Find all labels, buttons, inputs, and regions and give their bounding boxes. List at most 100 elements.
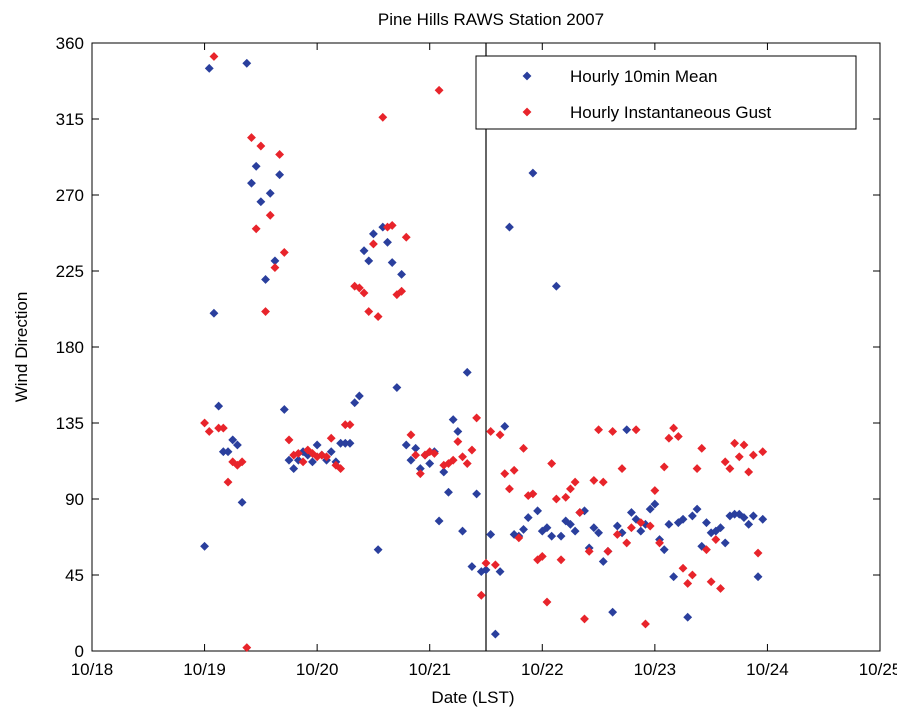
mean-point bbox=[547, 531, 557, 541]
mean-point bbox=[472, 489, 482, 499]
gust-point bbox=[429, 448, 439, 458]
mean-point bbox=[223, 447, 233, 457]
x-tick-label: 10/23 bbox=[634, 660, 677, 679]
mean-point bbox=[612, 521, 622, 531]
mean-point bbox=[458, 526, 467, 536]
gust-point bbox=[345, 420, 355, 430]
x-axis: 10/18 10/19 10/20 10/21 10/22 10/23 10/24 10/25 bbox=[71, 43, 897, 679]
gust-point bbox=[641, 619, 650, 629]
gust-point bbox=[458, 452, 467, 462]
gust-point bbox=[322, 452, 331, 462]
gust-point bbox=[551, 494, 561, 504]
legend-label-mean: Hourly 10min Mean bbox=[570, 67, 717, 86]
gust-point bbox=[528, 489, 538, 499]
gust-point bbox=[462, 459, 472, 468]
x-tick-label: 10/18 bbox=[71, 660, 114, 679]
mean-point bbox=[247, 178, 256, 188]
mean-point bbox=[462, 367, 472, 377]
gust-point bbox=[364, 307, 374, 316]
mean-point bbox=[683, 612, 693, 622]
mean-point bbox=[687, 511, 697, 521]
mean-point bbox=[467, 562, 477, 571]
gust-point bbox=[218, 423, 228, 433]
gust-point bbox=[209, 52, 219, 61]
mean-point bbox=[284, 455, 294, 465]
mean-point bbox=[425, 459, 435, 468]
gust-point bbox=[519, 443, 528, 453]
mean-point bbox=[232, 440, 242, 450]
gust-point bbox=[659, 462, 669, 472]
x-tick-label: 10/21 bbox=[408, 660, 451, 679]
gust-point bbox=[570, 477, 580, 487]
gust-point bbox=[706, 577, 716, 587]
gust-point bbox=[453, 437, 463, 447]
x-tick-label: 10/25 bbox=[859, 660, 897, 679]
gust-point bbox=[490, 560, 500, 570]
gust-point bbox=[589, 475, 599, 485]
mean-point bbox=[237, 497, 247, 507]
gust-point bbox=[505, 484, 514, 494]
mean-point bbox=[716, 523, 725, 533]
y-tick-label: 45 bbox=[65, 566, 84, 585]
mean-point bbox=[200, 541, 209, 551]
mean-point bbox=[533, 506, 543, 516]
gust-point bbox=[650, 486, 660, 495]
mean-point bbox=[444, 487, 453, 497]
mean-point bbox=[500, 421, 510, 431]
mean-point bbox=[261, 275, 270, 284]
mean-point bbox=[645, 504, 655, 514]
mean-point bbox=[214, 401, 224, 411]
legend-diamond-gust bbox=[522, 107, 532, 117]
mean-point bbox=[753, 572, 763, 582]
mean-point bbox=[566, 519, 575, 529]
gust-point bbox=[279, 247, 289, 257]
gust-point bbox=[261, 307, 270, 316]
x-tick-label: 10/20 bbox=[296, 660, 339, 679]
mean-point bbox=[265, 188, 275, 198]
gust-point bbox=[716, 584, 725, 593]
gust-point bbox=[734, 452, 744, 462]
mean-point bbox=[692, 504, 702, 514]
mean-point bbox=[275, 170, 285, 180]
gust-point bbox=[298, 457, 308, 467]
gust-point bbox=[598, 477, 608, 487]
gust-point bbox=[256, 141, 266, 151]
mean-point bbox=[669, 572, 679, 582]
gust-point bbox=[603, 546, 613, 556]
gust-point bbox=[542, 597, 552, 607]
mean-point bbox=[739, 513, 749, 523]
mean-point bbox=[678, 514, 688, 524]
gust-point bbox=[537, 551, 547, 561]
legend-box bbox=[475, 55, 857, 130]
mean-point bbox=[251, 161, 261, 171]
gust-point bbox=[547, 459, 557, 468]
mean-point bbox=[542, 523, 552, 533]
mean-point bbox=[622, 425, 632, 435]
mean-point bbox=[505, 222, 514, 232]
gust-point bbox=[678, 563, 688, 573]
gust-point bbox=[481, 558, 491, 568]
mean-point bbox=[369, 229, 378, 239]
mean-point bbox=[326, 447, 336, 457]
mean-point bbox=[626, 508, 636, 517]
gust-point bbox=[730, 438, 740, 448]
legend-diamond-mean bbox=[522, 71, 532, 81]
gust-point bbox=[580, 614, 589, 624]
mean-point bbox=[439, 467, 449, 477]
gust-point bbox=[645, 521, 655, 531]
gust-point bbox=[200, 418, 209, 428]
gust-point bbox=[369, 239, 378, 249]
mean-point bbox=[354, 391, 364, 401]
gust-point bbox=[683, 579, 693, 588]
chart-title: Pine Hills RAWS Station 2007 bbox=[378, 10, 604, 29]
mean-point bbox=[481, 565, 491, 575]
gust-point bbox=[406, 430, 416, 440]
y-tick-label: 270 bbox=[56, 186, 84, 205]
x-axis-title: Date (LST) bbox=[431, 688, 514, 707]
gust-point bbox=[702, 545, 711, 555]
mean-point bbox=[392, 383, 402, 392]
gust-point bbox=[373, 312, 383, 322]
mean-point bbox=[664, 519, 674, 529]
gust-point bbox=[673, 432, 683, 441]
mean-point bbox=[350, 398, 360, 408]
